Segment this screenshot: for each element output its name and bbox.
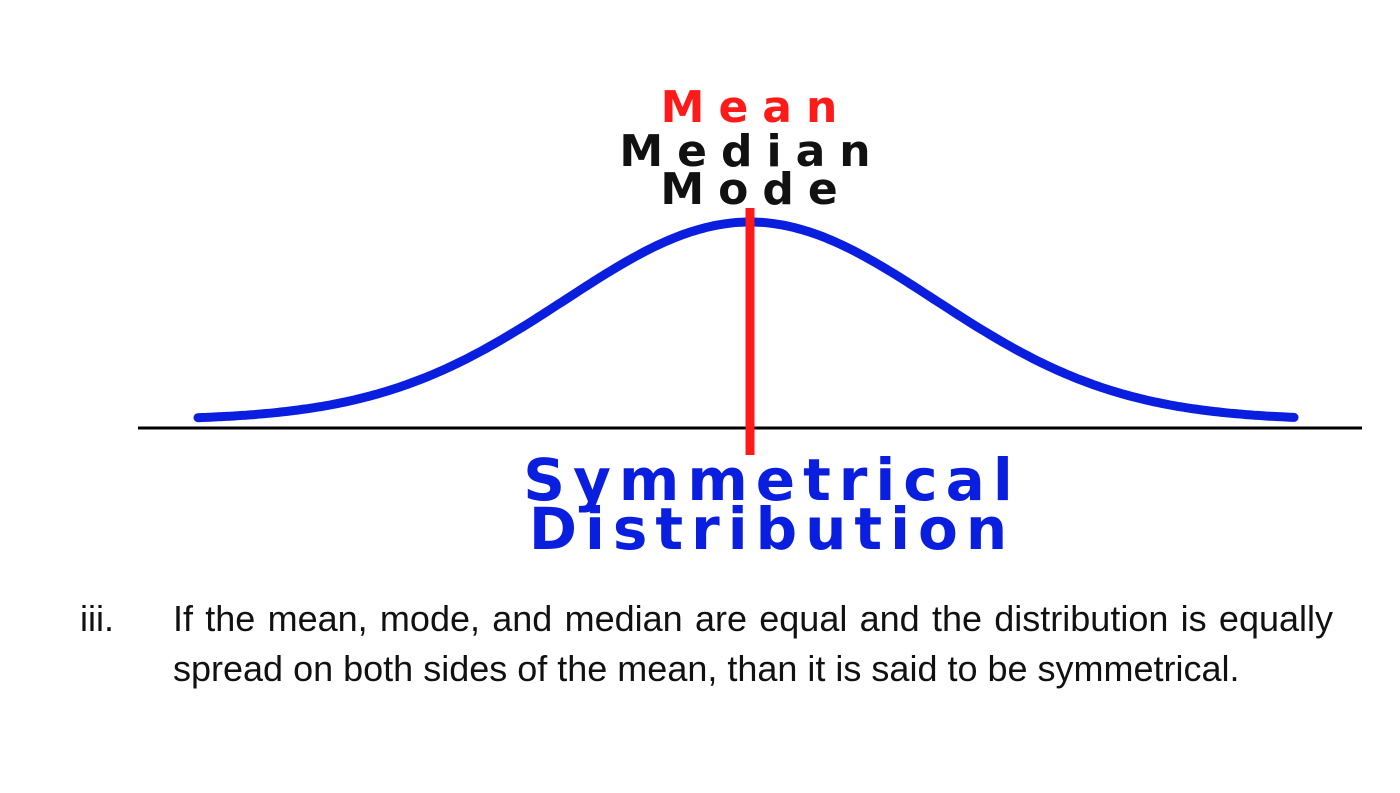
mode-label: Mode — [660, 164, 851, 215]
mean-label: Mean — [661, 82, 852, 133]
explanation-text: If the mean, mode, and median are equal … — [173, 598, 1333, 689]
caption-line-2: Distribution — [529, 495, 1015, 563]
median-label: Median — [619, 126, 884, 177]
caption-line-1: Symmetrical — [523, 446, 1020, 514]
explanation-paragraph: iii. If the mean, mode, and median are e… — [80, 594, 1370, 694]
list-number: iii. — [80, 598, 114, 639]
